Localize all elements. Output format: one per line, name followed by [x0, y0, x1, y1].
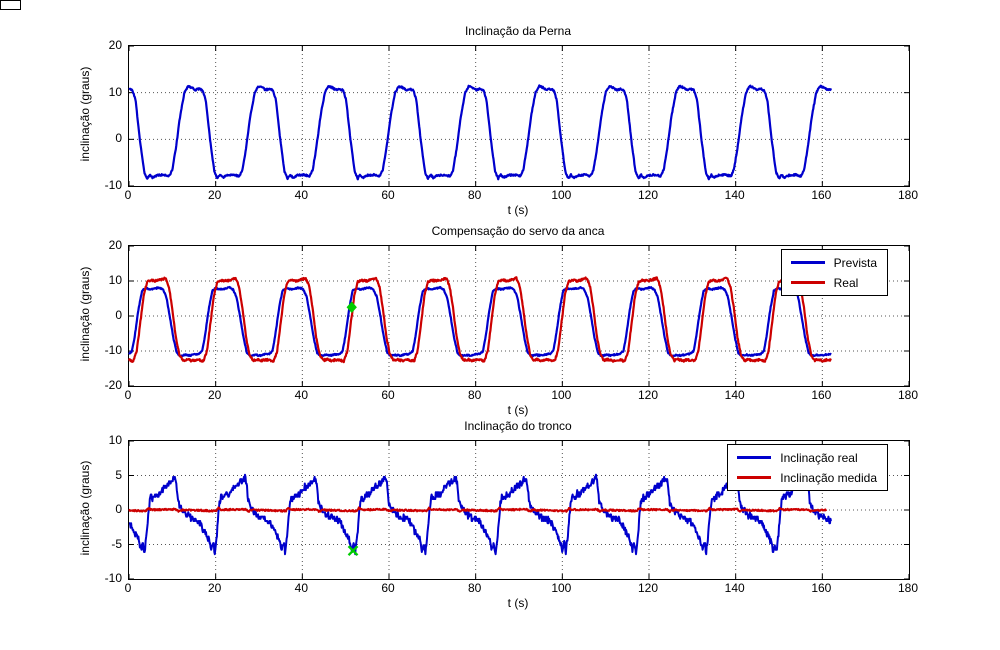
series-line-inclina-o-da-perna — [128, 84, 833, 181]
series-line-inclina-o-medida — [128, 506, 828, 514]
legend-entry: Real — [790, 274, 877, 291]
y-tick-label: -5 — [111, 536, 122, 551]
x-tick-label: 20 — [207, 188, 222, 202]
x-tick-label: 120 — [637, 581, 659, 595]
y-tick-label: 5 — [115, 467, 122, 482]
x-tick-label: 0 — [124, 581, 132, 595]
y-tick-label: 20 — [108, 238, 122, 252]
x-tick-label: 40 — [294, 388, 308, 402]
x-tick-label: 80 — [467, 581, 482, 595]
plot-title: Inclinação da Perna — [464, 24, 572, 38]
legend-line-swatch — [790, 281, 825, 284]
y-tick-label: 10 — [108, 84, 122, 99]
plot-canvas — [128, 440, 910, 580]
x-axis-label: t (s) — [507, 403, 529, 417]
y-tick-label: 0 — [115, 131, 122, 146]
plot-title: Compensação do servo da anca — [431, 224, 605, 238]
x-tick-label: 180 — [897, 581, 919, 595]
plot-canvas — [127, 245, 910, 387]
y-tick-label: -10 — [104, 343, 122, 357]
x-tick-label: 60 — [381, 188, 395, 202]
x-tick-label: 180 — [897, 188, 919, 202]
plot-title: Inclinação do tronco — [464, 419, 572, 433]
legend: Inclinação real Inclinação medida — [727, 444, 888, 491]
x-tick-label: 120 — [637, 188, 659, 202]
legend-entry: Inclinação real — [737, 449, 877, 466]
legend-label: Prevista — [833, 255, 877, 270]
x-tick-label: 20 — [207, 581, 222, 595]
x-tick-label: 60 — [381, 388, 395, 402]
legend-label: Inclinação real — [780, 450, 858, 465]
x-tick-label: 0 — [124, 388, 132, 402]
x-tick-label: 100 — [551, 188, 572, 202]
x-tick-label: 140 — [724, 188, 745, 202]
x-tick-label: 140 — [724, 581, 745, 595]
legend: Prevista Real — [780, 249, 888, 296]
legend-line-swatch — [737, 476, 772, 479]
x-tick-label: 40 — [294, 188, 308, 202]
x-axis-label: t (s) — [507, 203, 529, 217]
series-line-inclina-o-real — [128, 473, 832, 556]
y-tick-label: 0 — [115, 308, 122, 322]
y-tick-label: -20 — [104, 378, 122, 392]
y-axis-label: inclinação (graus) — [78, 66, 92, 162]
x-tick-label: 160 — [811, 581, 832, 595]
y-tick-label: 10 — [108, 273, 122, 287]
x-tick-label: 60 — [381, 581, 395, 595]
y-tick-label: 0 — [115, 502, 122, 516]
legend-line-swatch — [737, 456, 772, 459]
x-tick-label: 80 — [467, 188, 482, 202]
y-tick-label: -10 — [104, 178, 122, 192]
x-tick-label: 0 — [124, 188, 132, 202]
marker-x — [347, 545, 359, 557]
series-line-prevista — [128, 285, 832, 358]
plot-canvas — [128, 45, 910, 187]
x-axis-label: t (s) — [507, 596, 529, 610]
series-line-real — [127, 276, 832, 364]
x-tick-label: 80 — [467, 388, 482, 402]
x-tick-label: 100 — [551, 581, 572, 595]
x-tick-label: 160 — [811, 388, 832, 402]
legend-line-swatch — [790, 261, 825, 264]
x-tick-label: 180 — [897, 388, 919, 402]
x-tick-label: 20 — [207, 388, 222, 402]
marker-diamond — [346, 301, 357, 313]
x-tick-label: 100 — [551, 388, 572, 402]
y-tick-label: 10 — [108, 433, 122, 447]
x-tick-label: 160 — [811, 188, 832, 202]
legend — [0, 0, 21, 10]
legend-entry: Inclinação medida — [737, 469, 877, 486]
x-tick-label: 40 — [294, 581, 308, 595]
x-tick-label: 140 — [724, 388, 745, 402]
x-tick-label: 120 — [637, 388, 659, 402]
legend-label: Real — [833, 275, 859, 290]
legend-label: Inclinação medida — [780, 470, 877, 485]
y-tick-label: -10 — [104, 571, 122, 585]
y-tick-label: 20 — [108, 38, 122, 52]
legend-entry: Prevista — [790, 254, 877, 271]
